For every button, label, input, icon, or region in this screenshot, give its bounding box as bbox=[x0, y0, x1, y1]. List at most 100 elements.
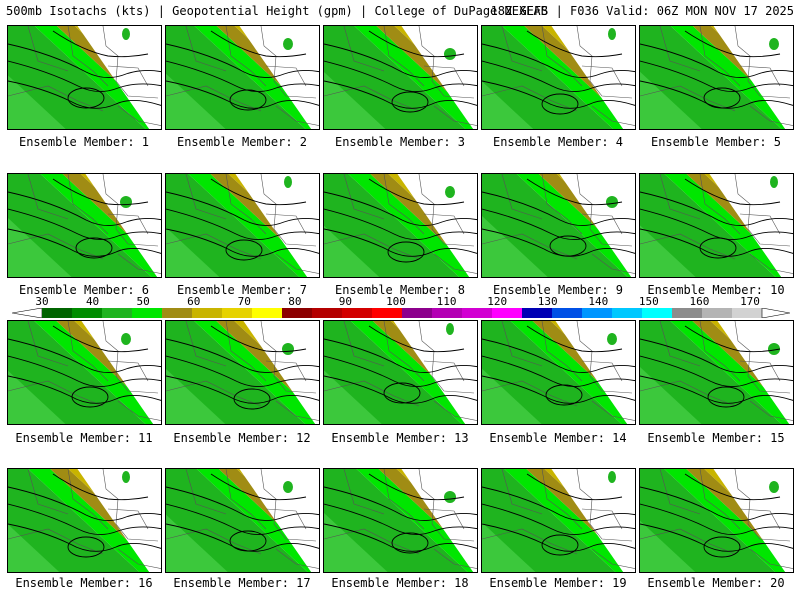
member-label: Ensemble Member: 4 bbox=[492, 135, 624, 149]
isotach-band bbox=[166, 321, 306, 424]
isotach-map bbox=[8, 321, 161, 424]
state-border bbox=[265, 508, 307, 530]
state-border bbox=[418, 321, 475, 394]
wind-max-blob bbox=[608, 28, 616, 40]
state-border bbox=[117, 105, 161, 126]
state-border bbox=[541, 174, 583, 235]
height-contour bbox=[324, 208, 477, 240]
state-border bbox=[107, 65, 149, 87]
height-contour bbox=[225, 239, 263, 261]
isotach-band bbox=[350, 321, 477, 424]
height-contour bbox=[166, 228, 319, 257]
member-label: Ensemble Member: 5 bbox=[650, 135, 782, 149]
height-contour bbox=[210, 30, 307, 58]
state-border bbox=[433, 548, 477, 569]
state-border bbox=[576, 174, 633, 247]
state-border bbox=[501, 174, 543, 220]
state-border bbox=[166, 528, 262, 555]
height-contour bbox=[526, 30, 623, 58]
height-contour bbox=[210, 473, 307, 501]
isotach-band bbox=[216, 321, 319, 417]
state-border bbox=[102, 321, 159, 394]
member-label: Ensemble Member: 9 bbox=[492, 283, 624, 297]
member-label: Ensemble Member: 14 bbox=[489, 431, 627, 445]
state-border bbox=[260, 174, 317, 247]
colorbar-tick-label: 40 bbox=[85, 295, 100, 308]
state-border bbox=[275, 548, 319, 569]
colorbar-tick-label: 90 bbox=[338, 295, 353, 308]
state-border bbox=[501, 321, 543, 367]
height-contour bbox=[640, 60, 793, 92]
state-border bbox=[541, 321, 583, 382]
calm-area bbox=[397, 174, 477, 277]
wind-max-blob bbox=[284, 176, 292, 188]
height-contour bbox=[166, 191, 319, 226]
calm-area bbox=[77, 26, 161, 129]
state-border bbox=[734, 469, 791, 542]
isotach-map bbox=[640, 174, 793, 277]
calm-area bbox=[81, 321, 161, 424]
wind-max-blob bbox=[122, 28, 130, 40]
isotach-map bbox=[482, 321, 635, 424]
isotach-map bbox=[166, 469, 319, 572]
state-border bbox=[423, 508, 465, 530]
state-border bbox=[659, 321, 701, 367]
height-contour bbox=[541, 534, 579, 556]
height-contour bbox=[684, 178, 781, 206]
height-contour bbox=[640, 486, 793, 521]
height-contour bbox=[67, 536, 105, 558]
state-border bbox=[699, 174, 741, 235]
colorbar-tick-label: 60 bbox=[187, 295, 201, 308]
colorbar-segment bbox=[642, 308, 673, 318]
height-contour bbox=[210, 325, 307, 353]
height-contour bbox=[482, 43, 635, 78]
colorbar-segment bbox=[702, 308, 733, 318]
state-border bbox=[482, 233, 578, 260]
colorbar-tick-label: 150 bbox=[638, 295, 659, 308]
state-border bbox=[739, 360, 781, 382]
isotach-band bbox=[324, 469, 468, 572]
colorbar-tick-label: 30 bbox=[35, 295, 49, 308]
state-border bbox=[102, 174, 159, 247]
wind-max-blob bbox=[768, 343, 780, 355]
state-border bbox=[739, 65, 781, 87]
ensemble-member-map bbox=[165, 25, 320, 130]
state-border bbox=[418, 26, 475, 99]
member-label: Ensemble Member: 18 bbox=[331, 576, 469, 590]
ensemble-member-map bbox=[639, 320, 794, 425]
state-border bbox=[275, 253, 319, 274]
colorbar-tick-label: 70 bbox=[237, 295, 251, 308]
height-contour bbox=[52, 473, 149, 501]
height-contour bbox=[166, 486, 319, 521]
state-border bbox=[260, 469, 317, 542]
isotach-band bbox=[482, 26, 614, 129]
height-contour bbox=[166, 503, 319, 535]
calm-area bbox=[77, 469, 161, 572]
colorbar-segment bbox=[732, 308, 763, 318]
wind-max-blob bbox=[607, 333, 617, 345]
height-contour bbox=[324, 486, 477, 521]
state-border bbox=[260, 26, 317, 99]
state-border bbox=[107, 360, 149, 382]
colorbar-tick-label: 50 bbox=[136, 295, 150, 308]
member-label: Ensemble Member: 2 bbox=[176, 135, 308, 149]
height-contour bbox=[166, 375, 319, 404]
state-border bbox=[225, 26, 267, 87]
height-contour bbox=[640, 338, 793, 373]
ensemble-member-map bbox=[481, 25, 636, 130]
member-label: Ensemble Member: 3 bbox=[334, 135, 466, 149]
ensemble-member-map bbox=[481, 468, 636, 573]
height-contour bbox=[368, 473, 465, 501]
isotach-band bbox=[356, 469, 477, 572]
state-border bbox=[591, 105, 635, 126]
colorbar-segment bbox=[222, 308, 253, 318]
isotach-band bbox=[502, 26, 635, 129]
state-border bbox=[418, 469, 475, 542]
height-contour bbox=[703, 87, 741, 109]
state-border bbox=[699, 321, 741, 382]
height-contour bbox=[324, 191, 477, 226]
height-contour bbox=[8, 208, 161, 240]
isotach-band bbox=[188, 174, 319, 277]
member-label: Ensemble Member: 20 bbox=[647, 576, 785, 590]
ensemble-member-map bbox=[165, 320, 320, 425]
